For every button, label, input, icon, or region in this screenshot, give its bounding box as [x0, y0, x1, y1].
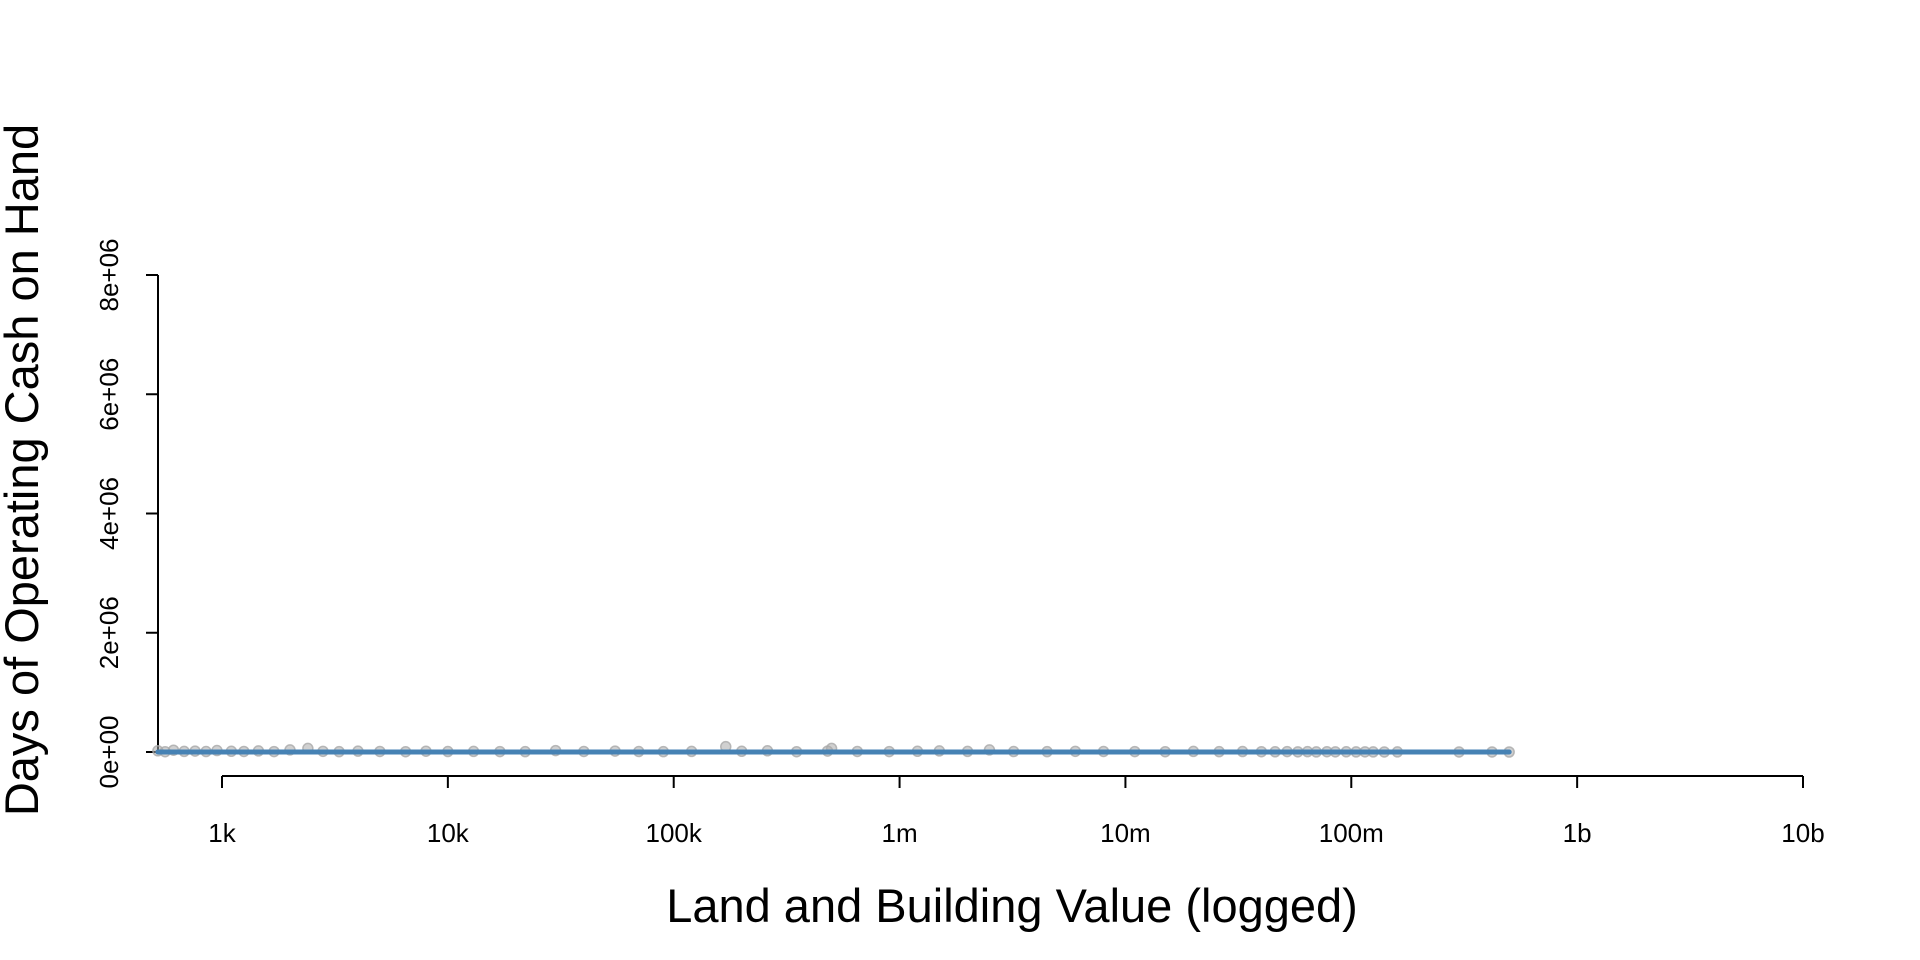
y-axis: 0e+00 2e+06 4e+06 6e+06 8e+06 [94, 238, 159, 789]
x-tick-label: 100k [646, 818, 703, 848]
y-tick-label: 8e+06 [94, 238, 124, 311]
x-tick-label: 10k [427, 818, 470, 848]
x-tick-label: 100m [1319, 818, 1384, 848]
data-points [152, 740, 1515, 758]
y-tick-label: 4e+06 [94, 477, 124, 550]
x-tick-label: 1k [208, 818, 236, 848]
y-tick-label: 2e+06 [94, 596, 124, 669]
x-tick-label: 1m [882, 818, 918, 848]
y-tick-label: 6e+06 [94, 358, 124, 431]
y-tick-label: 0e+00 [94, 715, 124, 788]
x-tick-label: 10m [1100, 818, 1151, 848]
x-tick-label: 1b [1563, 818, 1592, 848]
x-tick-label: 10b [1781, 818, 1824, 848]
x-axis: 1k 10k 100k 1m 10m 100m 1b 10b [208, 775, 1825, 848]
y-axis-title: Days of Operating Cash on Hand [0, 124, 48, 816]
x-axis-title: Land and Building Value (logged) [666, 879, 1358, 932]
